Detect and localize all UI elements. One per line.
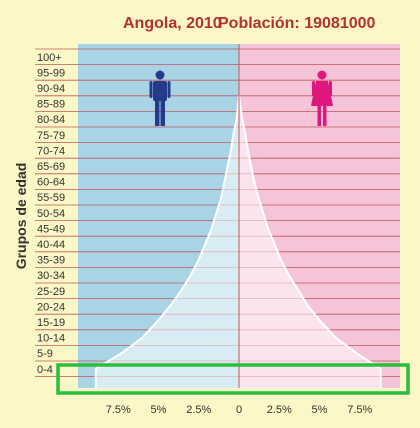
female-icon bbox=[311, 70, 333, 126]
x-tick-label: 5% bbox=[312, 404, 328, 416]
x-tick-labels: 7.5% 5% 2.5% 0 2.5% 5% 7.5% bbox=[106, 404, 373, 416]
age-group-labels: 0-4 5-9 10-14 15-19 20-24 25-29 30-34 35-39 40-4… bbox=[37, 52, 65, 376]
x-tick-label: 2.5% bbox=[186, 404, 211, 416]
x-tick-label: 2.5% bbox=[267, 404, 292, 416]
chart-subtitle: Población: 19081000 bbox=[218, 15, 376, 32]
x-tick-label: 5% bbox=[151, 404, 167, 416]
age-group-label: 85-89 bbox=[37, 99, 65, 111]
male-icon bbox=[149, 70, 171, 126]
age-group-label: 30-34 bbox=[37, 270, 65, 282]
male-pyramid-area bbox=[95, 95, 240, 389]
x-tick-label: 7.5% bbox=[347, 404, 372, 416]
age-group-label: 50-54 bbox=[37, 208, 65, 220]
age-group-label: 5-9 bbox=[37, 348, 53, 360]
age-group-label: 70-74 bbox=[37, 145, 65, 157]
female-pyramid-area bbox=[239, 95, 381, 389]
age-group-label: 75-79 bbox=[37, 130, 65, 142]
age-group-label: 65-69 bbox=[37, 161, 65, 173]
x-tick-label: 7.5% bbox=[106, 404, 131, 416]
age-group-label: 25-29 bbox=[37, 286, 65, 298]
age-group-label: 20-24 bbox=[37, 301, 65, 313]
age-group-label: 35-39 bbox=[37, 255, 65, 267]
chart-title: Angola, 2010 bbox=[123, 15, 222, 32]
age-group-label: 10-14 bbox=[37, 333, 65, 345]
age-group-label: 80-84 bbox=[37, 114, 65, 126]
age-group-label: 40-44 bbox=[37, 239, 65, 251]
age-group-label: 0-4 bbox=[37, 364, 53, 376]
age-group-label: 15-19 bbox=[37, 317, 65, 329]
highlight-box-0-4 bbox=[56, 363, 410, 395]
age-group-label: 100+ bbox=[37, 52, 62, 64]
age-group-label: 45-49 bbox=[37, 223, 65, 235]
age-group-label: 90-94 bbox=[37, 83, 65, 95]
age-group-label: 95-99 bbox=[37, 67, 65, 79]
x-tick-label: 0 bbox=[236, 404, 242, 416]
age-group-label: 60-64 bbox=[37, 177, 65, 189]
age-group-label: 55-59 bbox=[37, 192, 65, 204]
y-axis-label: Grupos de edad bbox=[13, 163, 29, 270]
